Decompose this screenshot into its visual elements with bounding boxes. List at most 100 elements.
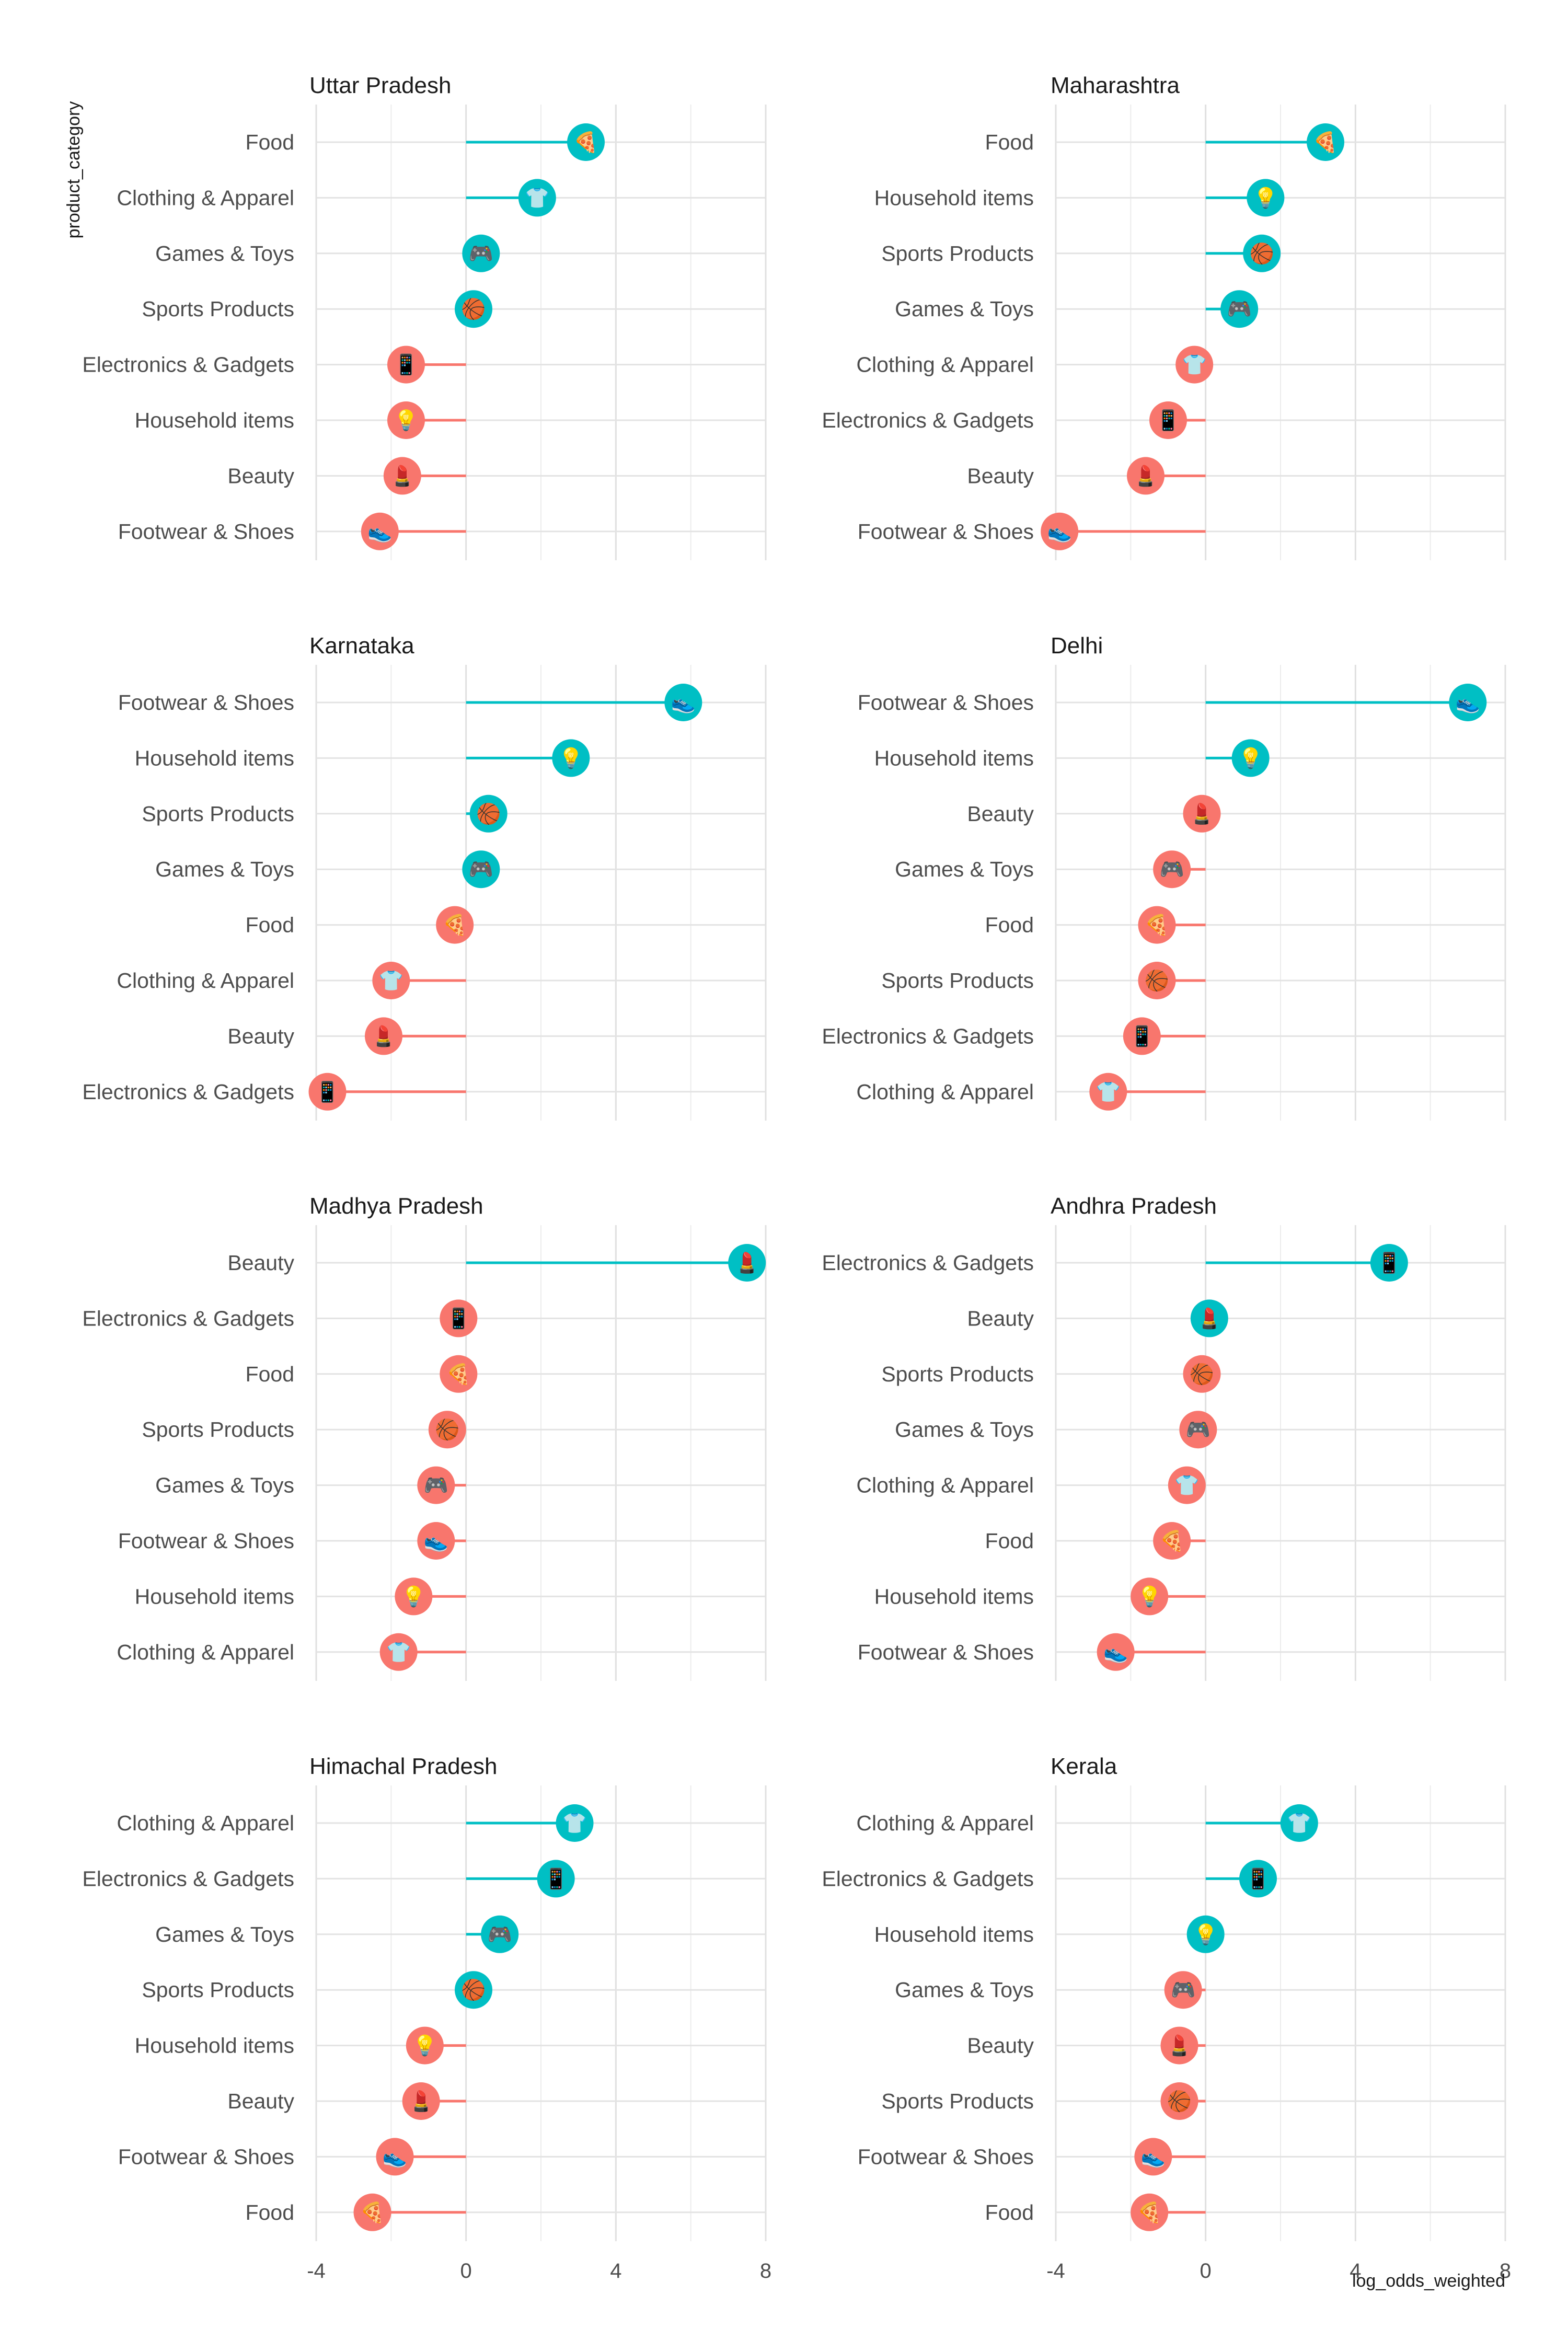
x-tick-label: 0 — [1200, 2259, 1212, 2282]
category-icon: 💄 — [735, 1251, 759, 1274]
category-label: Electronics & Gadgets — [822, 408, 1034, 432]
category-label: Footwear & Shoes — [118, 2145, 294, 2169]
category-label: Sports Products — [881, 969, 1034, 993]
category-icon: 🏀 — [461, 296, 486, 321]
lollipop-dot — [1370, 1244, 1408, 1282]
lollipop-dot — [379, 1633, 418, 1671]
lollipop-dot — [365, 1017, 402, 1055]
panel-title: Karnataka — [309, 633, 414, 659]
category-icon: 📱 — [1156, 409, 1180, 432]
lollipop-dot — [1243, 234, 1281, 272]
lollipop-dot — [1247, 179, 1285, 217]
category-label: Food — [246, 2200, 294, 2224]
category-icon: 🏀 — [1250, 240, 1274, 266]
lollipop-dot — [417, 1466, 455, 1504]
category-icon: 🍕 — [443, 914, 467, 937]
category-icon: 👟 — [1141, 2145, 1166, 2169]
category-label: Household items — [135, 1584, 294, 1608]
x-tick-label: 0 — [460, 2259, 472, 2282]
category-icon: 🏀 — [461, 1977, 486, 2002]
category-icon: 👕 — [1174, 1474, 1199, 1497]
lollipop-dot — [440, 1299, 478, 1338]
lollipop-dot — [387, 401, 425, 439]
category-label: Household items — [135, 2034, 294, 2058]
category-label: Beauty — [227, 464, 294, 488]
category-label: Beauty — [227, 2089, 294, 2113]
panel: Delhi 👟 Footwear & Shoes 💡 Household items 💄 B… — [822, 633, 1506, 1121]
category-label: Clothing & Apparel — [856, 1473, 1034, 1497]
category-icon: 🎮 — [1186, 1418, 1210, 1441]
lollipop-dot — [1307, 123, 1344, 161]
x-tick-label: 4 — [1350, 2259, 1361, 2282]
panel-title: Kerala — [1051, 1754, 1117, 1779]
category-label: Household items — [874, 186, 1034, 210]
category-icon: 📱 — [1377, 1251, 1401, 1274]
x-tick-label: 8 — [1500, 2259, 1511, 2282]
category-icon: 💄 — [1197, 1306, 1221, 1330]
category-icon: 💡 — [559, 746, 583, 769]
panel: Madhya Pradesh 💄 Beauty 📱 Electronics & Gadg… — [82, 1193, 767, 1681]
category-icon: 💡 — [412, 2034, 437, 2057]
category-label: Sports Products — [142, 1978, 294, 2002]
lollipop-dot — [1280, 1804, 1318, 1842]
lollipop-dot — [1160, 2082, 1198, 2120]
lollipop-dot — [1131, 1577, 1169, 1616]
x-tick-label: -4 — [1046, 2259, 1065, 2282]
category-label: Footwear & Shoes — [858, 1640, 1034, 1664]
category-label: Games & Toys — [895, 1417, 1034, 1442]
category-label: Clothing & Apparel — [856, 1080, 1034, 1104]
lollipop-dot — [1131, 2193, 1169, 2231]
lollipop-dot — [436, 906, 474, 944]
category-icon: 💡 — [394, 409, 418, 432]
lollipop-dot — [556, 1804, 594, 1842]
lollipop-dot — [455, 1971, 492, 2009]
category-label: Household items — [874, 1922, 1034, 1946]
category-label: Clothing & Apparel — [117, 1640, 294, 1664]
category-icon: 👟 — [424, 1529, 448, 1553]
lollipop-dot — [1183, 1355, 1221, 1393]
lollipop-dot — [469, 794, 508, 833]
category-icon: 🏀 — [476, 801, 501, 826]
category-icon: 🍕 — [1145, 914, 1169, 937]
category-icon: 👕 — [525, 186, 549, 209]
category-icon: 👕 — [562, 1812, 587, 1835]
category-label: Sports Products — [881, 2089, 1034, 2113]
lollipop-dot — [1183, 794, 1221, 833]
panel-title: Delhi — [1051, 633, 1103, 659]
category-label: Sports Products — [142, 297, 294, 321]
lollipop-dot — [1220, 290, 1259, 328]
lollipop-dot — [1134, 2138, 1172, 2176]
category-label: Electronics & Gadgets — [82, 1080, 294, 1104]
y-axis-title: product_category — [64, 101, 84, 239]
category-icon: 👟 — [671, 691, 696, 714]
lollipop-dot — [402, 2082, 440, 2120]
category-icon: 💄 — [371, 1024, 396, 1047]
category-label: Clothing & Apparel — [117, 186, 294, 210]
category-label: Electronics & Gadgets — [822, 1251, 1034, 1275]
category-label: Beauty — [967, 2034, 1034, 2058]
category-icon: 👟 — [383, 2145, 407, 2169]
lollipop-dot — [1186, 1915, 1225, 1953]
category-icon: 💄 — [390, 464, 414, 487]
category-icon: 🍕 — [573, 131, 598, 154]
lollipop-dot — [353, 2193, 391, 2231]
lollipop-dot — [462, 234, 500, 272]
category-label: Footwear & Shoes — [118, 1529, 294, 1553]
category-icon: 🍕 — [446, 1363, 471, 1386]
category-label: Games & Toys — [155, 1473, 294, 1497]
category-label: Electronics & Gadgets — [822, 1024, 1034, 1048]
lollipop-dot — [728, 1244, 766, 1282]
category-label: Household items — [874, 746, 1034, 770]
category-label: Beauty — [967, 464, 1034, 488]
category-icon: 💡 — [1193, 1923, 1218, 1946]
category-icon: 👟 — [1103, 1641, 1128, 1664]
category-label: Footwear & Shoes — [118, 690, 294, 714]
category-label: Food — [246, 130, 294, 154]
lollipop-dot — [1149, 401, 1187, 439]
category-icon: 🎮 — [1160, 858, 1184, 881]
category-icon: 👕 — [1287, 1812, 1311, 1835]
lollipop-dot — [1175, 345, 1214, 384]
category-label: Clothing & Apparel — [117, 969, 294, 993]
lollipop-dot — [518, 179, 556, 217]
